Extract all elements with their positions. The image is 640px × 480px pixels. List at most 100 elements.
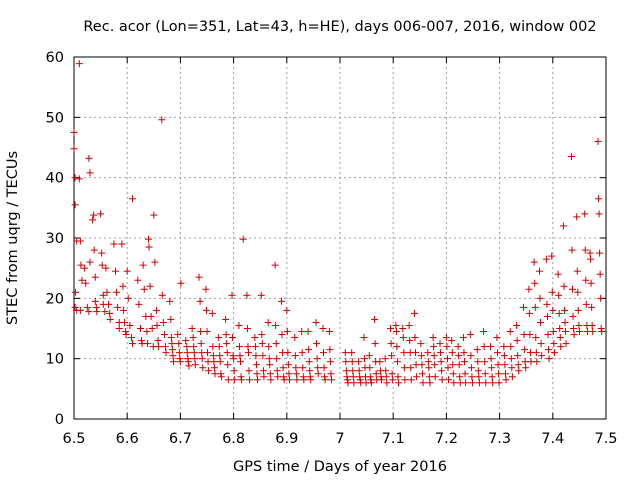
data-point [356,373,364,381]
data-point [111,267,119,275]
data-point [348,358,356,366]
data-point [97,210,105,218]
data-point [160,331,168,339]
data-point [321,373,329,381]
data-point [410,309,418,317]
data-point [443,343,451,351]
data-point [126,321,134,329]
data-point [184,355,192,363]
grid-lines [74,57,606,419]
data-point [348,349,356,357]
data-point [366,373,374,381]
data-point [134,276,142,284]
data-point [198,355,206,363]
data-point [545,355,553,363]
data-point [367,376,375,384]
data-point [407,364,415,372]
data-point [252,361,260,369]
data-point [203,328,211,336]
x-tick-label: 7.3 [488,431,511,447]
data-point [319,325,327,332]
data-point [183,349,191,357]
data-point [462,379,470,387]
data-point [143,340,151,348]
data-point [224,361,232,369]
data-point [500,352,508,360]
data-point [285,376,293,384]
data-point [119,282,127,290]
y-tick-label: 60 [46,50,64,66]
data-point [587,279,595,287]
data-point [313,355,321,363]
data-point [418,361,426,369]
data-point [151,258,159,266]
y-tick-label: 50 [46,110,64,126]
data-point [567,153,575,161]
data-point [283,306,291,314]
data-point [467,364,475,372]
data-point [418,370,426,378]
x-tick-label: 6.9 [275,431,298,447]
data-point [550,340,558,348]
data-point [283,328,291,336]
data-point [154,337,162,345]
data-point [98,261,106,269]
data-point [216,352,224,360]
data-point [582,276,590,284]
data-point [113,288,121,296]
data-point [114,303,122,311]
data-point [350,379,358,387]
data-point [148,325,156,332]
data-point [549,328,557,336]
data-point [106,315,114,323]
data-point [482,379,490,387]
data-point [371,315,379,323]
data-point [92,303,100,311]
data-point [224,376,232,384]
data-point [205,367,213,375]
data-point [388,370,396,378]
data-point [267,376,275,384]
data-point [419,379,427,387]
data-point [437,358,445,366]
data-point [502,376,510,384]
data-point [284,349,292,357]
data-point [304,328,312,336]
data-point [562,328,570,336]
x-tick-label: 7.5 [594,431,617,447]
data-point [169,352,177,360]
data-point [135,300,143,308]
data-point [559,222,567,230]
data-point [436,340,444,348]
data-point [299,364,307,372]
data-point [152,306,160,314]
data-point [139,261,147,269]
data-point [292,364,300,372]
data-point [595,210,603,218]
data-point [430,343,438,351]
data-point [175,349,183,357]
data-point [342,358,350,366]
data-point [425,364,433,372]
data-point [569,312,577,320]
data-point [115,325,123,332]
data-point [449,370,457,378]
data-point [400,364,408,372]
data-point [550,349,558,357]
data-point [222,331,230,339]
data-point [105,300,113,308]
data-point [265,355,273,363]
data-point [123,267,131,275]
data-point [424,358,432,366]
data-point [554,270,562,278]
data-point [91,273,99,281]
data-point [468,379,476,387]
data-point [444,364,452,372]
data-point [176,358,184,366]
data-point [481,358,489,366]
data-point [291,334,299,342]
data-point [596,270,604,278]
data-point [119,306,127,314]
data-point [532,349,540,357]
x-tick-label: 6.8 [222,431,245,447]
